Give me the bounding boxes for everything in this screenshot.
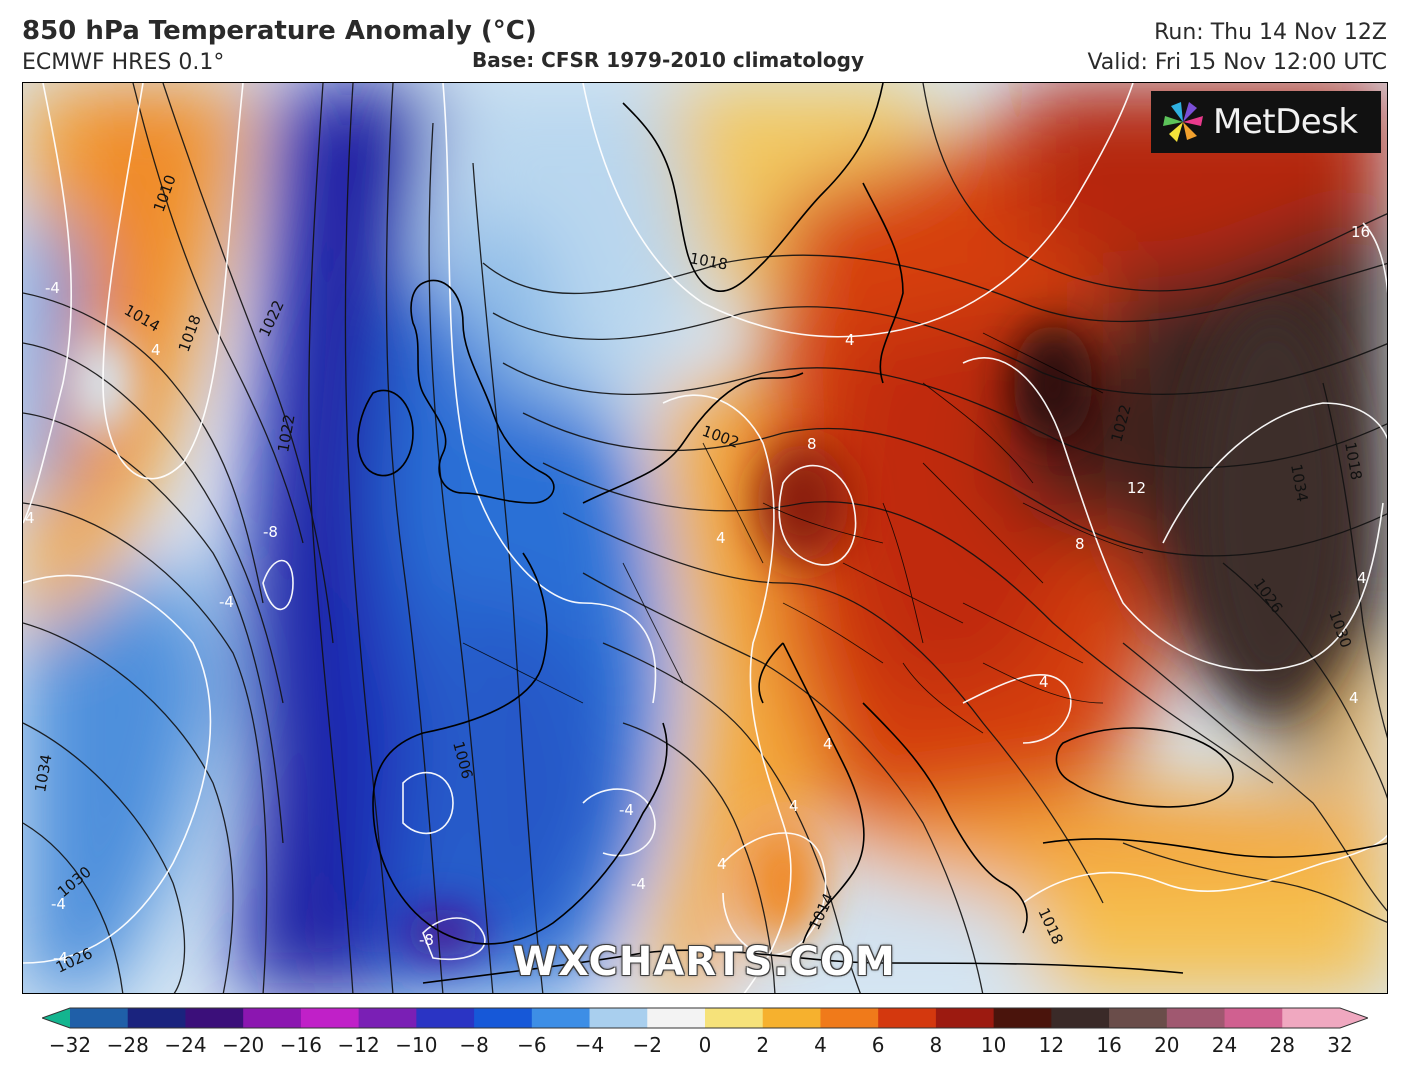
climatology-base: Base: CFSR 1979-2010 climatology (472, 48, 865, 72)
logo-text: MetDesk (1213, 102, 1358, 142)
anomaly-label: 8 (807, 435, 817, 453)
colorbar-segment (647, 1008, 706, 1028)
anomaly-labels: -4 4 4 -8 -4 -4 -4 -8 -4 -4 4 8 4 4 4 4 … (25, 223, 1370, 967)
anomaly-label: -4 (219, 593, 234, 611)
pinwheel-icon (1163, 102, 1203, 142)
anomaly-label: 12 (1127, 479, 1146, 497)
colorbar-segment (1109, 1008, 1168, 1028)
colorbar-tick-label: 10 (980, 1033, 1007, 1057)
colorbar-segment (243, 1008, 302, 1028)
colorbar-segment (993, 1008, 1052, 1028)
chart-title: 850 hPa Temperature Anomaly (°C) (22, 16, 537, 46)
colorbar-segment (1282, 1008, 1341, 1028)
metdesk-logo: MetDesk (1151, 91, 1381, 153)
colorbar-tick-label: 28 (1269, 1033, 1295, 1057)
anomaly-label: -4 (631, 875, 646, 893)
colorbar-segment (127, 1008, 186, 1028)
colorbar-tick-label: −20 (222, 1033, 265, 1057)
colorbar-tick-label: 12 (1038, 1033, 1065, 1057)
colorbar-tick-label: 0 (698, 1033, 712, 1057)
anomaly-label: 8 (1075, 535, 1085, 553)
anomaly-label: 4 (151, 341, 161, 359)
colorbar-segment (1166, 1008, 1226, 1028)
colorbar-segment (705, 1008, 764, 1028)
anomaly-label: 4 (789, 797, 799, 815)
run-time: Run: Thu 14 Nov 12Z (1154, 20, 1387, 45)
anomaly-label: 4 (845, 331, 855, 349)
colorbar (42, 1007, 1368, 1029)
anomaly-label: 4 (1349, 689, 1359, 707)
anomaly-label: -4 (53, 949, 68, 967)
colorbar-tick-label: −2 (632, 1033, 663, 1057)
colorbar-segment (531, 1008, 591, 1028)
coastlines (357, 83, 1387, 984)
colorbar-outline (42, 1007, 1368, 1029)
colorbar-tick-label: −16 (279, 1033, 323, 1057)
colorbar-tick-label: 6 (871, 1033, 885, 1057)
colorbar-extend-high (1340, 1008, 1368, 1028)
colorbar-segment (878, 1008, 937, 1028)
anomaly-contours (23, 83, 1387, 993)
country-borders (462, 332, 1144, 734)
colorbar-segment (589, 1008, 648, 1028)
colorbar-tick-label: 4 (814, 1033, 827, 1057)
colorbar-tick-label: −8 (459, 1033, 489, 1057)
map-canvas: 1010 1014 1018 1022 1022 1034 1030 1026 … (23, 83, 1387, 993)
colorbar-segment (1051, 1008, 1110, 1028)
colorbar-tick-label: 8 (929, 1033, 943, 1057)
anomaly-label: -8 (419, 931, 434, 949)
colorbar-segment (300, 1008, 360, 1028)
colorbar-segment (358, 1008, 417, 1028)
colorbar-segment (474, 1008, 533, 1028)
colorbar-tick-label: 24 (1211, 1033, 1238, 1057)
anomaly-label: 4 (823, 735, 833, 753)
anomaly-label: 4 (717, 855, 727, 873)
colorbar-tick-label: 16 (1096, 1033, 1122, 1057)
anomaly-label: -4 (45, 279, 60, 297)
anomaly-label: 4 (25, 509, 35, 527)
anomaly-label: -4 (51, 895, 66, 913)
anomaly-field (23, 83, 1387, 993)
colorbar-tick-label: −32 (48, 1033, 92, 1057)
colorbar-extend-low (42, 1008, 70, 1028)
colorbar-tick-label: 32 (1327, 1033, 1353, 1057)
anomaly-label: 16 (1351, 223, 1370, 241)
colorbar-segment (70, 1008, 129, 1028)
colorbar-tick-label: −28 (106, 1033, 149, 1057)
colorbar-tick-label: 20 (1154, 1033, 1180, 1057)
colorbar-tick-label: −4 (574, 1033, 605, 1057)
colorbar-segment (762, 1008, 821, 1028)
anomaly-label: 4 (1039, 673, 1049, 691)
colorbar-segment (820, 1008, 879, 1028)
anomaly-label: -8 (263, 523, 278, 541)
colorbar-tick-label: −6 (517, 1033, 547, 1057)
colorbar-tick-label: −24 (164, 1033, 207, 1057)
colorbar-segment (1224, 1008, 1283, 1028)
colorbar-tick-label: −12 (337, 1033, 380, 1057)
colorbar-segment (935, 1008, 995, 1028)
anomaly-label: -4 (619, 801, 634, 819)
isobar-lines (23, 83, 1387, 993)
colorbar-labels: −32 −28 −24 −20 −16 −12 −10 −8 −6 −4 −2 0 2 4 6 8 10 12 16… (0, 1033, 1409, 1061)
colorbar-tick-label: 2 (756, 1033, 770, 1057)
wxcharts-watermark: WXCHARTS.COM (513, 939, 896, 985)
colorbar-tick-label: −10 (395, 1033, 438, 1057)
valid-time: Valid: Fri 15 Nov 12:00 UTC (1087, 50, 1387, 75)
colorbar-segment (416, 1008, 475, 1028)
model-name: ECMWF HRES 0.1° (22, 50, 225, 75)
anomaly-map[interactable]: 1010 1014 1018 1022 1022 1034 1030 1026 … (22, 82, 1388, 994)
anomaly-label: 4 (1357, 569, 1367, 587)
anomaly-label: 4 (716, 529, 726, 547)
colorbar-segment (185, 1008, 244, 1028)
